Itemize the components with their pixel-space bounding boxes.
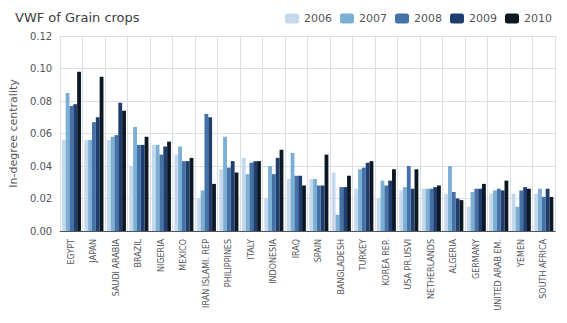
svg-text:ITALY: ITALY [247, 239, 256, 259]
svg-text:VWF of Grain crops: VWF of Grain crops [15, 10, 140, 25]
svg-text:SOUTH AFRICA: SOUTH AFRICA [539, 238, 548, 298]
svg-text:2009: 2009 [469, 12, 497, 25]
svg-text:PHILIPPINES: PHILIPPINES [224, 239, 233, 287]
svg-text:BRAZIL: BRAZIL [134, 238, 143, 267]
svg-text:BANGLADESH: BANGLADESH [337, 239, 346, 295]
svg-text:2008: 2008 [414, 12, 442, 25]
svg-text:IRAQ: IRAQ [292, 239, 301, 258]
svg-text:In-degree centrality: In-degree centrality [7, 79, 20, 188]
svg-text:ALGERIA: ALGERIA [449, 238, 458, 273]
svg-text:0.08: 0.08 [30, 96, 52, 107]
svg-text:INDONESIA: INDONESIA [269, 238, 278, 283]
svg-text:0.02: 0.02 [30, 193, 52, 204]
svg-text:0.12: 0.12 [30, 31, 52, 42]
svg-text:TURKEY: TURKEY [359, 239, 368, 272]
svg-text:NETHERLANDS: NETHERLANDS [427, 239, 436, 299]
svg-text:UNITED ARAB EM.: UNITED ARAB EM. [494, 239, 503, 311]
svg-text:EGYPT: EGYPT [67, 239, 76, 265]
svg-text:USA PR.USVI: USA PR.USVI [404, 239, 413, 290]
svg-text:SPAIN: SPAIN [314, 239, 323, 262]
svg-text:IRAN ISLAMI. REP: IRAN ISLAMI. REP [202, 239, 211, 308]
svg-text:SAUDI ARABIA: SAUDI ARABIA [112, 238, 121, 296]
svg-text:0.06: 0.06 [30, 128, 52, 139]
svg-text:2010: 2010 [524, 12, 552, 25]
svg-text:KOREA REP.: KOREA REP. [382, 239, 391, 285]
svg-text:0.04: 0.04 [30, 161, 52, 172]
svg-text:2006: 2006 [304, 12, 332, 25]
svg-text:0.10: 0.10 [30, 63, 52, 74]
svg-text:NIGERIA: NIGERIA [157, 238, 166, 272]
svg-text:YEMEN: YEMEN [517, 239, 526, 268]
svg-text:JAPAN: JAPAN [89, 239, 98, 263]
svg-text:0.00: 0.00 [30, 226, 52, 237]
svg-text:GERMANY: GERMANY [472, 239, 481, 279]
svg-text:2007: 2007 [359, 12, 387, 25]
svg-text:MEXICO: MEXICO [179, 239, 188, 271]
